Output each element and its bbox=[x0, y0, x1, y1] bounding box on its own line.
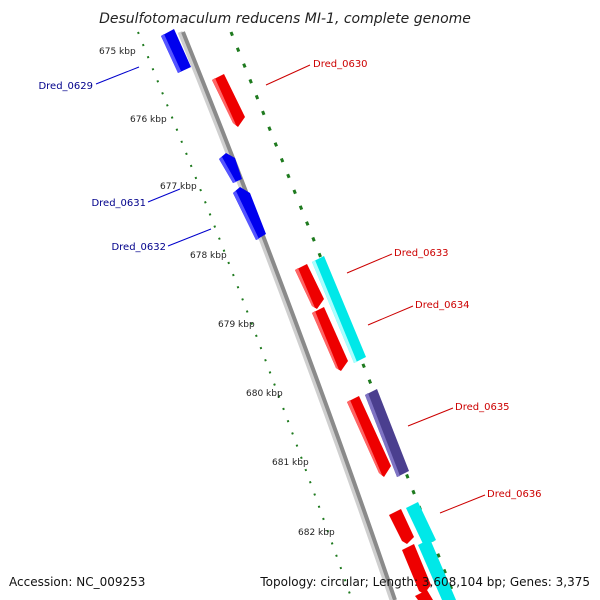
kbp-tick-label: 679 kbp bbox=[218, 320, 255, 330]
gene-label-Dred_0632[interactable]: Dred_0632 bbox=[111, 242, 166, 253]
gene-label-Dred_0631[interactable]: Dred_0631 bbox=[91, 198, 146, 209]
leader-line-Dred_0635 bbox=[407, 407, 454, 427]
kbp-tick-label: 677 kbp bbox=[160, 182, 197, 192]
kbp-tick-label: 678 kbp bbox=[190, 251, 227, 261]
kbp-tick-label: 676 kbp bbox=[130, 115, 167, 125]
leader-line-Dred_0631 bbox=[147, 188, 181, 203]
gene-label-Dred_0630[interactable]: Dred_0630 bbox=[313, 59, 368, 70]
leader-line-Dred_0634 bbox=[367, 305, 414, 326]
gene-Dred_0635[interactable] bbox=[347, 396, 391, 477]
feature-cyan-upper bbox=[312, 256, 366, 363]
feature-purple bbox=[365, 389, 409, 477]
gene-Dred_0633[interactable] bbox=[295, 264, 324, 309]
genome-backbone-highlight bbox=[177, 31, 395, 600]
gene-Dred_0629[interactable] bbox=[161, 29, 191, 73]
leader-line-Dred_0636 bbox=[439, 494, 486, 514]
inner-tick-ring bbox=[137, 31, 353, 600]
kbp-tick-label: 680 kbp bbox=[246, 389, 283, 399]
kbp-tick-label: 681 kbp bbox=[272, 458, 309, 468]
leader-line-Dred_0630 bbox=[265, 64, 311, 86]
gene-label-Dred_0636[interactable]: Dred_0636 bbox=[487, 489, 542, 500]
gene-Dred_0630[interactable] bbox=[212, 74, 245, 127]
gene-Dred_0636[interactable] bbox=[389, 509, 433, 600]
accession-label: Accession: NC_009253 bbox=[9, 575, 145, 589]
feature-cyan-lower bbox=[406, 502, 456, 600]
gene-label-Dred_0635[interactable]: Dred_0635 bbox=[455, 402, 510, 413]
gene-label-Dred_0633[interactable]: Dred_0633 bbox=[394, 248, 449, 259]
leader-line-Dred_0629 bbox=[95, 66, 140, 85]
gene-label-Dred_0634[interactable]: Dred_0634 bbox=[415, 300, 470, 311]
kbp-tick-label: 682 kbp bbox=[298, 528, 335, 538]
gene-Dred_0632[interactable] bbox=[233, 187, 266, 240]
gene-Dred_0631[interactable] bbox=[219, 153, 242, 183]
genome-summary: Topology: circular; Length: 3,608,104 bp… bbox=[259, 575, 590, 589]
gene-Dred_0634[interactable] bbox=[312, 307, 348, 371]
map-title: Desulfotomaculum reducens MI-1, complete… bbox=[99, 11, 471, 27]
leader-line-Dred_0633 bbox=[346, 253, 393, 274]
kbp-tick-label: 675 kbp bbox=[99, 47, 136, 57]
leader-line-Dred_0632 bbox=[167, 228, 212, 247]
gene-label-Dred_0629[interactable]: Dred_0629 bbox=[38, 81, 93, 92]
genome-backbone bbox=[181, 31, 397, 600]
